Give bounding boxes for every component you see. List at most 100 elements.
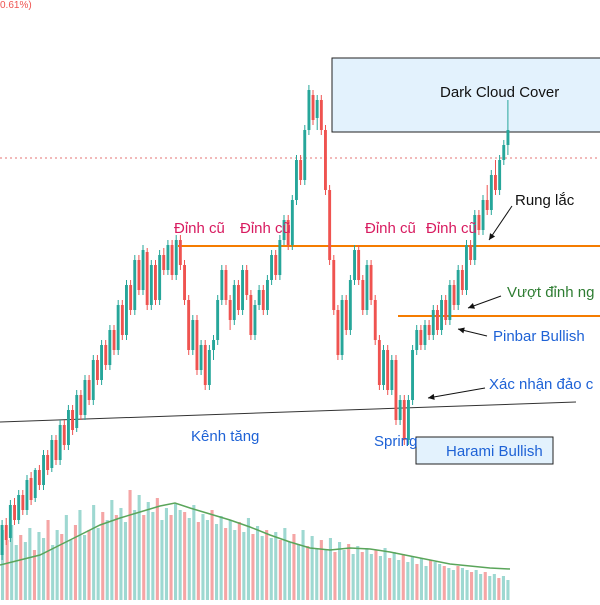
volume-bar	[415, 564, 419, 600]
candle-body	[216, 300, 220, 340]
candle-body	[407, 400, 410, 440]
volume-bar	[333, 552, 337, 600]
volume-bar	[483, 572, 487, 600]
candle-body	[431, 310, 435, 335]
volume-bar	[83, 535, 87, 600]
candle-body	[58, 425, 62, 460]
candle-body	[328, 190, 332, 260]
volume-bar	[228, 520, 232, 600]
candle-body	[465, 245, 468, 290]
volume-bar	[55, 530, 59, 600]
candle-body	[361, 280, 365, 310]
volume-bar	[196, 522, 200, 600]
candle-body	[411, 350, 414, 400]
volume-bar	[137, 495, 141, 600]
volume-bar	[451, 570, 455, 600]
volume-bar	[87, 530, 91, 600]
candle-body	[390, 360, 394, 390]
candle-body	[336, 310, 340, 355]
volume-bar	[19, 535, 23, 600]
candle-body	[187, 300, 191, 350]
volume-bar	[406, 562, 410, 600]
header-change-text: 0.61%)	[0, 0, 32, 11]
volume-bar	[429, 560, 433, 600]
candle-body	[257, 290, 261, 305]
candle-body	[199, 345, 203, 370]
label-xac-nhan: Xác nhận đảo c	[489, 376, 594, 393]
candle-body	[415, 330, 419, 350]
volume-bar	[342, 550, 346, 600]
volume-bar	[246, 518, 250, 600]
volume-ma-line	[0, 502, 511, 570]
candle-body	[344, 300, 348, 330]
candle-body	[365, 265, 369, 310]
volume-bar	[283, 528, 287, 600]
volume-bar	[224, 528, 228, 600]
volume-bar	[174, 504, 178, 600]
volume-bar	[169, 515, 173, 600]
candle-body	[452, 285, 456, 305]
candle-body	[162, 255, 166, 270]
volume-bar	[92, 505, 96, 600]
candle-body	[4, 525, 8, 540]
volume-bar	[369, 554, 373, 600]
candle-body	[25, 480, 29, 510]
candle-body	[174, 240, 178, 275]
volume-bar	[142, 515, 146, 600]
arrow-rung-lac	[488, 205, 513, 241]
volume-bar	[287, 542, 291, 600]
candle-body	[278, 240, 282, 275]
volume-bar	[164, 508, 168, 600]
candle-body	[448, 285, 452, 320]
volume-bar	[319, 540, 323, 600]
candle-body	[203, 345, 207, 385]
volume-bar	[151, 512, 155, 600]
candle-body	[307, 90, 311, 130]
arrow-pinbar-head	[458, 327, 465, 334]
candle-body	[183, 265, 186, 300]
candle-body	[137, 260, 141, 290]
volume-bar	[73, 525, 77, 600]
volume-bar	[160, 520, 164, 600]
candle-body	[75, 395, 79, 428]
arrow-rung-lac-head	[489, 233, 496, 240]
candle-body	[489, 175, 493, 210]
candle-body	[50, 440, 54, 468]
candle-body	[382, 350, 385, 385]
volume-bars	[0, 490, 511, 600]
candle-body	[436, 310, 439, 330]
candle-body	[71, 410, 74, 430]
candle-body	[141, 250, 145, 290]
volume-bar	[365, 548, 369, 600]
volume-bar	[46, 520, 50, 600]
volume-bar	[32, 550, 36, 600]
volume-bar	[442, 566, 446, 600]
label-pinbar-bullish: Pinbar Bullish	[493, 328, 585, 345]
volume-bar	[497, 578, 501, 600]
trend-lines	[0, 157, 600, 423]
volume-bar	[315, 548, 319, 600]
candle-body	[241, 270, 244, 310]
volume-bar	[237, 522, 241, 600]
volume-bar	[251, 534, 255, 600]
harami-box	[415, 436, 554, 465]
volume-bar	[260, 536, 264, 600]
candle-body	[377, 340, 381, 385]
candle-body	[46, 455, 50, 470]
volume-bar	[401, 554, 405, 600]
volume-bar	[205, 520, 209, 600]
volume-bar	[192, 505, 196, 600]
volume-bar	[219, 516, 223, 600]
candle-body	[42, 455, 45, 485]
volume-bar	[178, 510, 182, 600]
candle-body	[402, 400, 406, 440]
candle-body	[456, 270, 460, 305]
candle-body	[224, 270, 228, 300]
candle-body	[195, 320, 199, 370]
volume-bar	[447, 568, 451, 600]
candle-body	[116, 305, 120, 350]
candle-body	[340, 300, 344, 355]
candle-body	[158, 255, 162, 300]
volume-bar	[119, 508, 123, 600]
